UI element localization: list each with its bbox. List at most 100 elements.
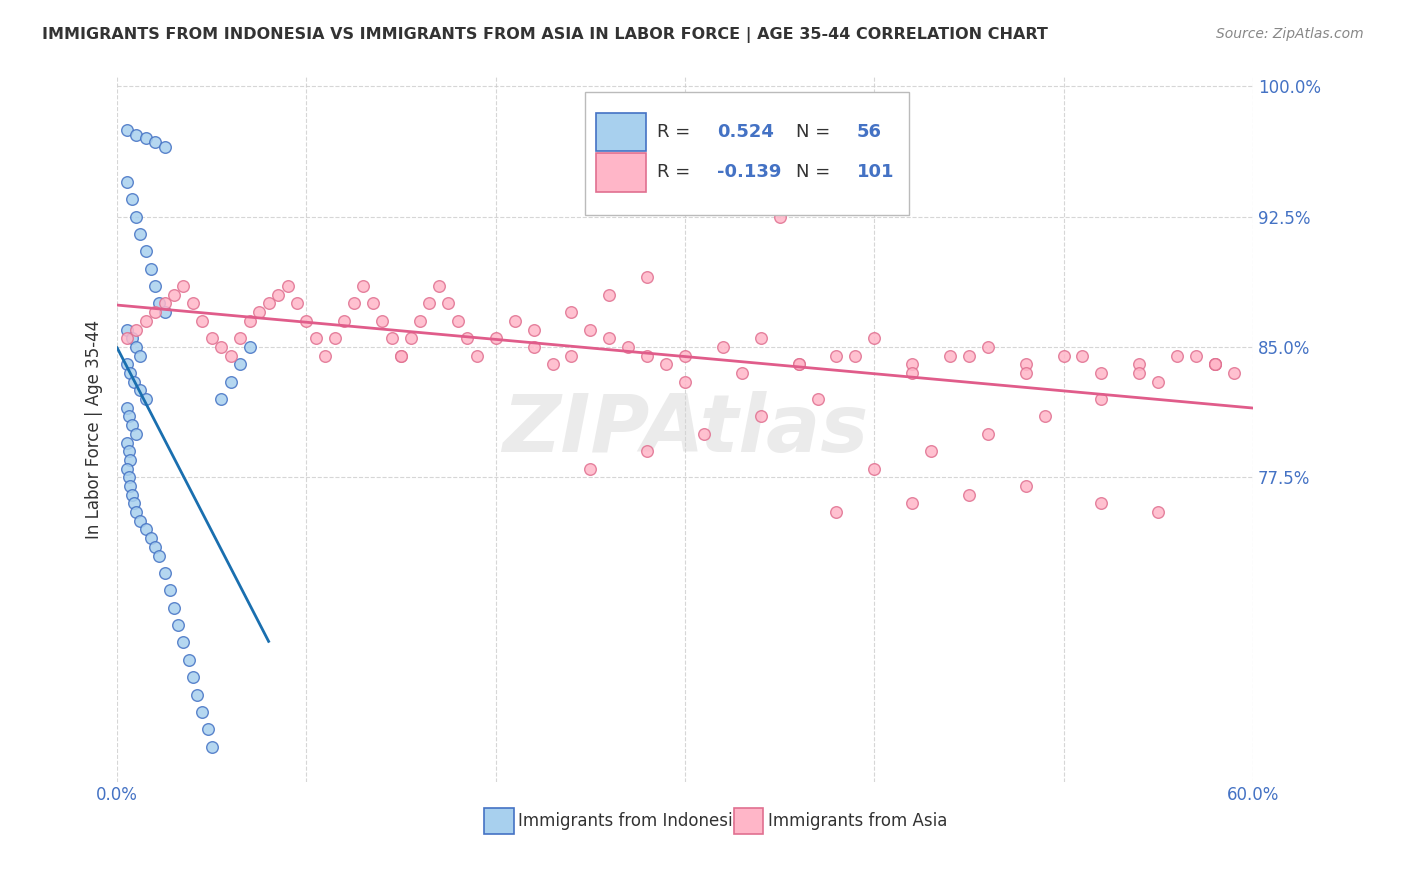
Point <box>181 296 204 310</box>
Point <box>465 349 488 363</box>
Point <box>122 375 145 389</box>
Point <box>977 340 1000 354</box>
Point <box>333 314 356 328</box>
Point <box>1015 366 1038 380</box>
Point <box>1147 505 1170 519</box>
Point <box>769 210 792 224</box>
Point <box>371 314 394 328</box>
Point <box>901 496 924 510</box>
Point <box>731 366 754 380</box>
Point <box>143 540 166 554</box>
Point <box>787 357 810 371</box>
Point <box>541 357 564 371</box>
Point <box>120 453 142 467</box>
Point <box>901 366 924 380</box>
Text: IMMIGRANTS FROM INDONESIA VS IMMIGRANTS FROM ASIA IN LABOR FORCE | AGE 35-44 COR: IMMIGRANTS FROM INDONESIA VS IMMIGRANTS … <box>42 27 1047 43</box>
Point <box>901 357 924 371</box>
Point <box>560 349 582 363</box>
Text: 0.524: 0.524 <box>717 123 773 141</box>
Text: Immigrants from Indonesia: Immigrants from Indonesia <box>517 812 742 830</box>
Point <box>418 296 440 310</box>
Point <box>120 479 142 493</box>
Point <box>957 488 980 502</box>
Point <box>135 131 157 145</box>
Point <box>1071 349 1094 363</box>
Point <box>285 296 308 310</box>
Point <box>129 349 152 363</box>
Point <box>117 444 139 458</box>
Point <box>141 261 163 276</box>
Point <box>1128 366 1150 380</box>
Point <box>201 331 224 345</box>
Point <box>239 314 262 328</box>
Point <box>825 505 848 519</box>
Point <box>323 331 346 345</box>
Point <box>787 357 810 371</box>
Point <box>179 653 201 667</box>
Point <box>673 192 696 206</box>
Point <box>143 135 166 149</box>
FancyBboxPatch shape <box>596 153 647 192</box>
Point <box>295 314 318 328</box>
Point <box>1204 357 1226 371</box>
Point <box>153 296 176 310</box>
Point <box>1147 375 1170 389</box>
Point <box>636 349 658 363</box>
Point <box>115 331 138 345</box>
Point <box>1128 357 1150 371</box>
Point <box>135 314 157 328</box>
Point <box>239 340 262 354</box>
Point <box>579 461 602 475</box>
Point <box>399 331 422 345</box>
Point <box>673 375 696 389</box>
Point <box>163 287 186 301</box>
Point <box>1185 349 1208 363</box>
Text: ZIPAtlas: ZIPAtlas <box>502 391 868 468</box>
Point <box>163 600 186 615</box>
Point <box>381 331 404 345</box>
Point <box>141 531 163 545</box>
Point <box>560 305 582 319</box>
Point <box>121 488 143 502</box>
Point <box>197 723 219 737</box>
Point <box>1090 392 1112 406</box>
Point <box>125 128 148 142</box>
Point <box>447 314 470 328</box>
Point <box>125 426 148 441</box>
Point <box>115 435 138 450</box>
Point <box>135 244 157 259</box>
Point <box>305 331 328 345</box>
Point <box>598 331 620 345</box>
Point <box>121 192 143 206</box>
Point <box>172 279 194 293</box>
Point <box>219 349 242 363</box>
Point <box>636 444 658 458</box>
Point <box>191 705 214 719</box>
Point <box>693 426 716 441</box>
Text: R =: R = <box>657 163 696 181</box>
Point <box>125 322 148 336</box>
Point <box>201 739 224 754</box>
Point <box>148 296 170 310</box>
Point <box>598 287 620 301</box>
Point <box>1015 357 1038 371</box>
Point <box>267 287 290 301</box>
Point <box>437 296 460 310</box>
Point <box>117 409 139 424</box>
Point <box>129 384 152 398</box>
Point <box>427 279 450 293</box>
Y-axis label: In Labor Force | Age 35-44: In Labor Force | Age 35-44 <box>86 320 103 539</box>
Point <box>749 409 772 424</box>
Point <box>1015 479 1038 493</box>
Point <box>122 496 145 510</box>
Point <box>314 349 336 363</box>
Point <box>939 349 962 363</box>
Point <box>523 322 546 336</box>
Point <box>125 210 148 224</box>
Point <box>673 349 696 363</box>
Point <box>277 279 299 293</box>
Point <box>143 305 166 319</box>
Point <box>209 392 232 406</box>
Point <box>655 357 678 371</box>
Point <box>121 418 143 433</box>
